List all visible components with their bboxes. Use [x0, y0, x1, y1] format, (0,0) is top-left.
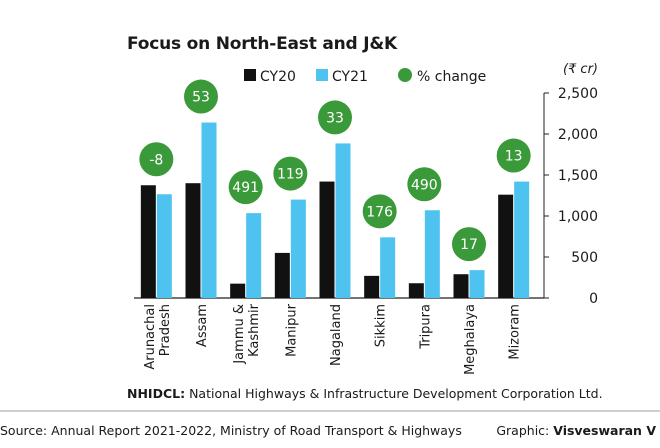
- y-tick-label: 1,000: [558, 209, 598, 225]
- pct-change-bubble: [184, 79, 218, 114]
- pct-change-label: -8: [149, 152, 163, 168]
- graphic-credit: Graphic: Visveswaran V: [496, 423, 656, 438]
- pct-change-bubble: [273, 156, 308, 191]
- category-label: Nagaland: [329, 304, 344, 366]
- y-tick-label: 500: [571, 250, 598, 266]
- credit-prefix: Graphic:: [496, 423, 554, 438]
- pct-change-label: 17: [460, 237, 478, 253]
- source-line: Source: Annual Report 2021-2022, Ministr…: [0, 423, 462, 438]
- y-tick-label: 0: [589, 291, 598, 307]
- footnote: NHIDCL: National Highways & Infrastructu…: [127, 386, 603, 401]
- bar-cy20: [364, 275, 380, 298]
- legend-swatch-pct-change: [398, 68, 412, 82]
- y-tick-label: 1,500: [558, 168, 598, 184]
- unit-label: (₹ cr): [563, 62, 598, 77]
- legend-swatch-cy20: [244, 69, 256, 81]
- pct-change-label: 119: [277, 167, 304, 183]
- pct-change-bubble: [496, 138, 531, 173]
- bar-cy20: [274, 252, 290, 298]
- credit-name: Visveswaran V: [553, 423, 656, 438]
- category-label: Tripura: [418, 304, 433, 350]
- y-tick-label: 2,000: [558, 127, 598, 143]
- footnote-abbrev: NHIDCL:: [127, 386, 186, 401]
- category-label: Assam: [195, 304, 210, 347]
- bar-cy21: [469, 270, 485, 298]
- pct-change-label: 490: [411, 177, 438, 193]
- bar-cy21: [424, 210, 440, 298]
- category-label: Sikkim: [374, 304, 389, 347]
- bar-cy20: [185, 183, 201, 298]
- pct-change-bubble: [318, 100, 352, 135]
- bar-cy21: [201, 122, 217, 299]
- category-label: Mizoram: [508, 304, 523, 360]
- legend-label-cy20: CY20: [260, 69, 296, 85]
- bar-cy21: [380, 237, 396, 298]
- legend-swatch-cy21: [316, 69, 328, 81]
- category-label: Pradesh: [158, 304, 173, 356]
- pct-change-label: 176: [366, 204, 393, 220]
- legend-label-cy21: CY21: [332, 69, 368, 85]
- category-label: Meghalaya: [463, 304, 478, 375]
- pct-change-bubble: [139, 142, 174, 177]
- bar-cy20: [453, 274, 469, 298]
- divider: [0, 410, 660, 412]
- footnote-text: National Highways & Infrastructure Devel…: [185, 386, 603, 401]
- pct-change-bubble: [228, 170, 263, 205]
- category-label: Kashmir: [247, 303, 262, 357]
- y-tick-label: 2,500: [558, 86, 598, 102]
- bar-cy21: [246, 213, 262, 298]
- pct-change-label: 491: [232, 180, 259, 196]
- pct-change-label: 33: [326, 110, 344, 126]
- bar-cy21: [156, 194, 172, 298]
- bar-cy21: [514, 181, 530, 298]
- category-label: Arunachal: [143, 304, 158, 370]
- pct-change-label: 53: [192, 90, 210, 106]
- pct-change-bubble: [452, 227, 486, 262]
- bar-cy20: [498, 194, 514, 298]
- bar-cy21: [290, 199, 306, 298]
- pct-change-label: 13: [505, 149, 523, 165]
- bar-cy20: [319, 181, 335, 298]
- category-label: Jammu &: [232, 304, 247, 365]
- pct-change-bubble: [407, 167, 442, 202]
- bar-cy20: [230, 283, 246, 298]
- chart-title: Focus on North-East and J&K: [127, 34, 397, 54]
- category-label: Manipur: [284, 303, 299, 357]
- bar-cy20: [408, 283, 424, 298]
- pct-change-bubble: [362, 194, 397, 229]
- legend-label-pct-change: % change: [417, 69, 486, 85]
- bar-cy21: [335, 143, 351, 298]
- bar-cy20: [140, 185, 156, 298]
